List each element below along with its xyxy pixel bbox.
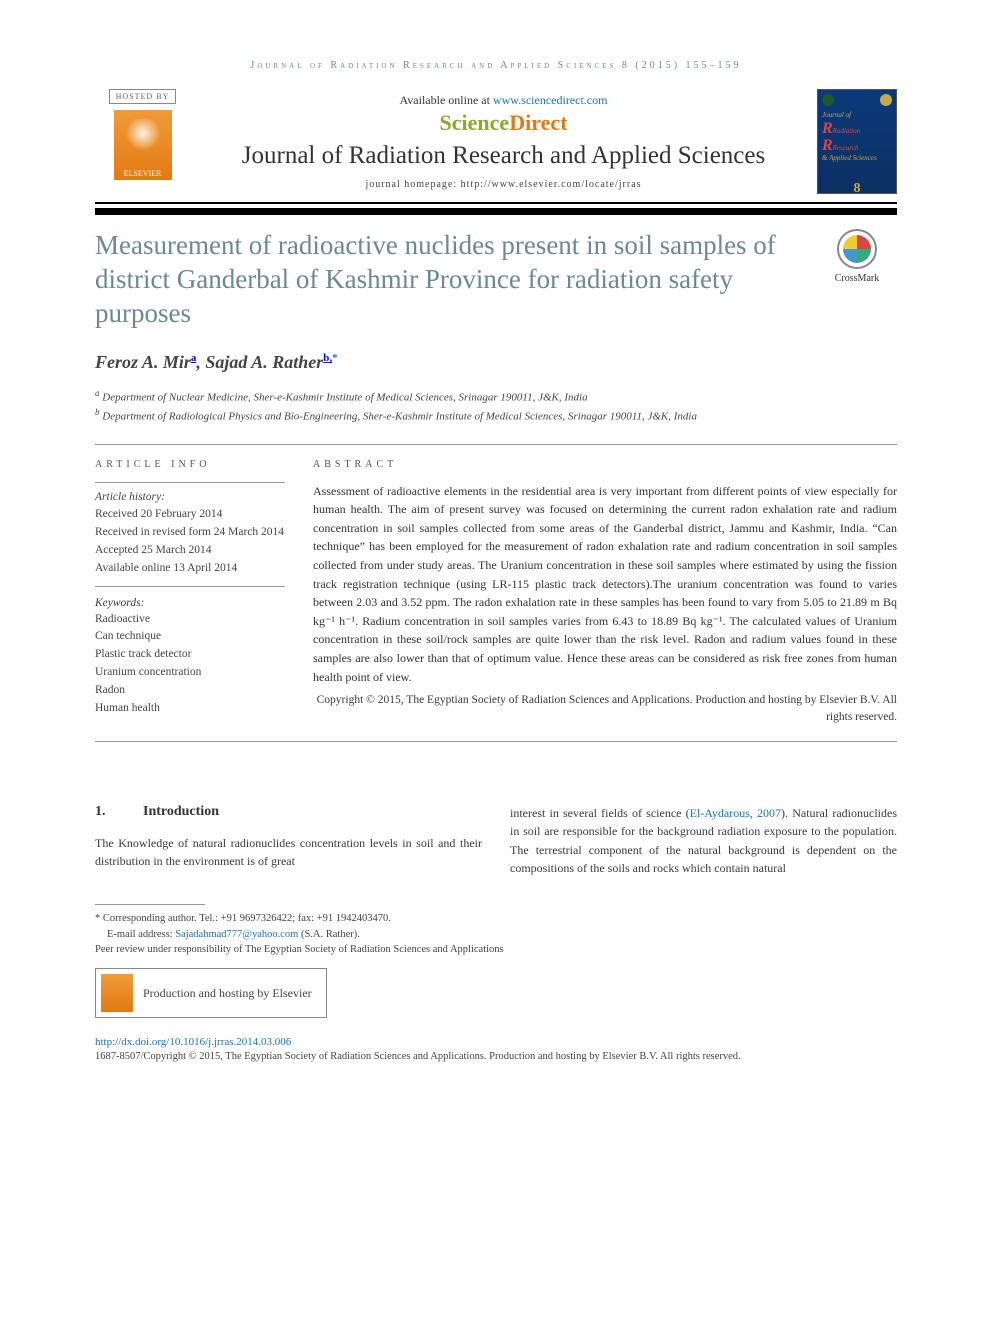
- affil-link[interactable]: b,: [323, 352, 332, 364]
- crossmark-icon: [837, 229, 877, 269]
- crossmark-label: CrossMark: [835, 273, 879, 284]
- keywords-list: Radioactive Can technique Plastic track …: [95, 611, 285, 718]
- text-fragment: interest in several fields of science (: [510, 806, 690, 820]
- affiliation-b: Department of Radiological Physics and B…: [102, 411, 697, 423]
- elsevier-logo: ELSEVIER: [114, 110, 172, 180]
- article-info-column: ARTICLE INFO Article history: Received 2…: [95, 459, 285, 727]
- elsevier-tree-icon: [124, 119, 162, 167]
- author-list: Feroz A. Mira, Sajad A. Ratherb,*: [95, 352, 897, 373]
- author-sep: ,: [196, 352, 205, 372]
- body-columns: 1.Introduction The Knowledge of natural …: [95, 804, 897, 878]
- left-column: 1.Introduction The Knowledge of natural …: [95, 804, 482, 878]
- doi-line: http://dx.doi.org/10.1016/j.jrras.2014.0…: [95, 1036, 897, 1048]
- citation-link[interactable]: El-Aydarous, 2007: [690, 806, 781, 820]
- production-box: Production and hosting by Elsevier: [95, 968, 327, 1018]
- journal-header: HOSTED BY ELSEVIER Available online at w…: [95, 89, 897, 204]
- journal-title: Journal of Radiation Research and Applie…: [202, 142, 805, 170]
- keyword: Uranium concentration: [95, 666, 201, 678]
- history-label: Article history:: [95, 491, 165, 503]
- keyword: Radioactive: [95, 613, 150, 625]
- author-name: Sajad A. Rather: [205, 352, 323, 372]
- keyword: Human health: [95, 702, 160, 714]
- sd-part1: Science: [440, 110, 510, 135]
- keyword: Plastic track detector: [95, 648, 191, 660]
- sciencedirect-link[interactable]: www.sciencedirect.com: [493, 93, 608, 107]
- cover-dot-icon: [880, 94, 892, 106]
- body-paragraph: The Knowledge of natural radionuclides c…: [95, 834, 482, 871]
- email-post: (S.A. Rather).: [298, 929, 360, 940]
- peer-review-note: Peer review under responsibility of The …: [95, 942, 897, 958]
- divider: [95, 741, 897, 742]
- article-info-heading: ARTICLE INFO: [95, 459, 285, 470]
- article-history: Article history: Received 20 February 20…: [95, 482, 285, 587]
- homepage-label: journal homepage:: [365, 179, 460, 190]
- sd-part2: Direct: [509, 110, 567, 135]
- cover-title: Journal of RRadiation RResearch & Applie…: [822, 112, 892, 163]
- right-column: interest in several fields of science (E…: [510, 804, 897, 878]
- history-revised: Received in revised form 24 March 2014: [95, 526, 284, 538]
- divider: [95, 444, 897, 445]
- abstract-text: Assessment of radioactive elements in th…: [313, 482, 897, 687]
- header-center: Available online at www.sciencedirect.co…: [202, 89, 805, 194]
- doi-link[interactable]: http://dx.doi.org/10.1016/j.jrras.2014.0…: [95, 1036, 291, 1048]
- corresponding-mark: *: [332, 352, 338, 364]
- available-online-line: Available online at www.sciencedirect.co…: [202, 93, 805, 108]
- abstract-heading: ABSTRACT: [313, 459, 897, 470]
- journal-cover-thumb: Journal of RRadiation RResearch & Applie…: [817, 89, 897, 194]
- keyword: Can technique: [95, 630, 161, 642]
- cover-volume: 8: [854, 181, 861, 197]
- history-accepted: Accepted 25 March 2014: [95, 544, 212, 556]
- keywords-label: Keywords:: [95, 597, 285, 609]
- body-paragraph: interest in several fields of science (E…: [510, 804, 897, 878]
- footnotes: * Corresponding author. Tel.: +91 969732…: [95, 911, 897, 1018]
- header-rule: [95, 208, 897, 215]
- section-number: 1.: [95, 804, 143, 820]
- section-title: Introduction: [143, 804, 219, 819]
- issn-copyright: 1687-8507/Copyright © 2015, The Egyptian…: [95, 1050, 897, 1065]
- email-label: E-mail address:: [107, 929, 175, 940]
- running-head: Journal of Radiation Research and Applie…: [95, 60, 897, 71]
- cover-dot-icon: [822, 94, 834, 106]
- hosted-by-box: HOSTED BY ELSEVIER: [95, 89, 190, 194]
- homepage-line: journal homepage: http://www.elsevier.co…: [202, 179, 805, 190]
- production-label: Production and hosting by Elsevier: [143, 984, 312, 1002]
- available-prefix: Available online at: [400, 93, 493, 107]
- section-heading: 1.Introduction: [95, 804, 482, 820]
- hosted-by-label: HOSTED BY: [109, 89, 177, 104]
- article-title: Measurement of radioactive nuclides pres…: [95, 229, 799, 330]
- sciencedirect-logo: ScienceDirect: [202, 110, 805, 136]
- keyword: Radon: [95, 684, 125, 696]
- elsevier-mini-logo-icon: [101, 974, 133, 1012]
- author-name: Feroz A. Mir: [95, 352, 191, 372]
- affiliation-a: Department of Nuclear Medicine, Sher-e-K…: [102, 392, 587, 404]
- footnote-rule: [95, 904, 205, 905]
- crossmark-widget[interactable]: CrossMark: [817, 229, 897, 284]
- affiliations: a Department of Nuclear Medicine, Sher-e…: [95, 387, 897, 425]
- abstract-copyright: Copyright © 2015, The Egyptian Society o…: [313, 692, 897, 727]
- homepage-url[interactable]: http://www.elsevier.com/locate/jrras: [461, 179, 642, 190]
- history-received: Received 20 February 2014: [95, 508, 222, 520]
- elsevier-text: ELSEVIER: [124, 169, 162, 178]
- email-link[interactable]: Sajadahmad777@yahoo.com: [175, 929, 298, 940]
- corresponding-author-note: * Corresponding author. Tel.: +91 969732…: [95, 911, 897, 927]
- abstract-column: ABSTRACT Assessment of radioactive eleme…: [313, 459, 897, 727]
- history-online: Available online 13 April 2014: [95, 562, 237, 574]
